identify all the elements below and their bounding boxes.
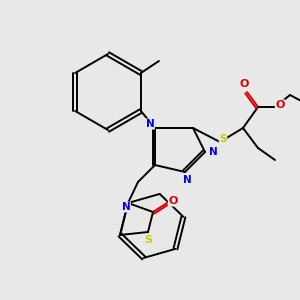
Text: N: N	[122, 202, 130, 212]
Text: S: S	[219, 134, 227, 144]
Text: O: O	[239, 79, 249, 89]
Text: N: N	[183, 175, 191, 185]
Text: N: N	[208, 147, 217, 157]
Text: O: O	[275, 100, 285, 110]
Text: N: N	[146, 119, 154, 129]
Text: S: S	[144, 235, 152, 245]
Text: O: O	[168, 196, 178, 206]
